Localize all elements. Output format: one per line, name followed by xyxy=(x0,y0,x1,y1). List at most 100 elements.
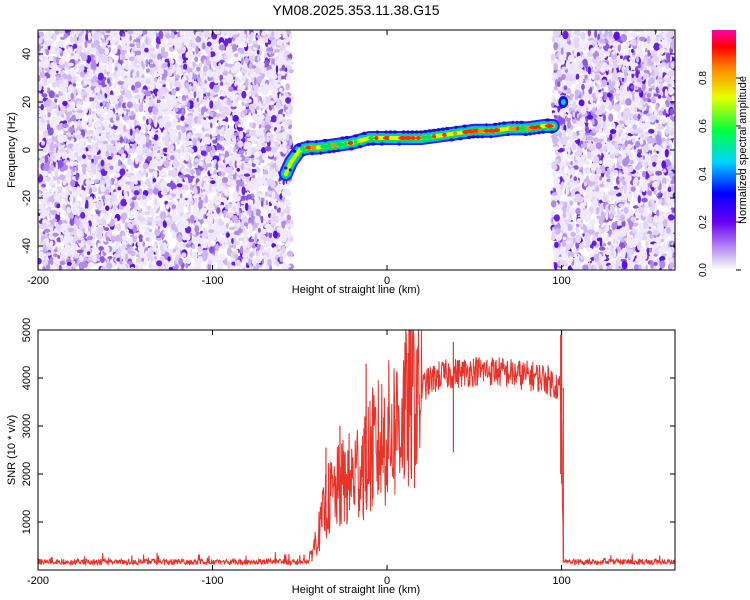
noise-speckle xyxy=(256,250,260,256)
noise-speckle xyxy=(248,50,253,56)
noise-speckle xyxy=(90,43,97,48)
noise-speckle xyxy=(251,122,257,129)
noise-speckle xyxy=(184,153,190,162)
noise-speckle xyxy=(169,57,172,62)
noise-speckle xyxy=(229,226,235,230)
noise-speckle xyxy=(200,143,204,147)
noise-speckle xyxy=(56,56,60,64)
noise-speckle xyxy=(234,81,237,87)
noise-speckle xyxy=(191,175,195,179)
noise-speckle xyxy=(214,212,217,218)
noise-speckle xyxy=(91,221,98,227)
noise-speckle xyxy=(70,138,75,142)
noise-speckle xyxy=(215,144,223,151)
noise-speckle xyxy=(57,245,60,255)
noise-speckle xyxy=(144,210,151,216)
noise-speckle xyxy=(80,67,85,71)
noise-speckle xyxy=(209,204,216,211)
noise-speckle xyxy=(112,48,118,54)
noise-speckle xyxy=(264,145,272,152)
noise-speckle xyxy=(270,73,278,80)
noise-speckle xyxy=(148,139,152,145)
noise-speckle xyxy=(70,52,75,57)
noise-speckle xyxy=(284,50,290,56)
noise-speckle xyxy=(61,93,66,102)
noise-speckle xyxy=(218,171,222,177)
noise-speckle xyxy=(249,122,253,129)
noise-speckle xyxy=(155,43,160,49)
noise-speckle xyxy=(75,173,79,181)
noise-speckle xyxy=(70,92,74,100)
noise-speckle xyxy=(224,190,230,196)
noise-speckle xyxy=(199,208,207,215)
noise-speckle xyxy=(154,256,158,260)
noise-speckle xyxy=(105,236,110,241)
noise-speckle xyxy=(191,190,195,195)
noise-speckle xyxy=(281,157,284,163)
noise-speckle xyxy=(55,223,61,231)
noise-speckle xyxy=(172,64,175,73)
noise-speckle xyxy=(61,223,67,229)
noise-speckle xyxy=(40,212,47,218)
noise-speckle xyxy=(190,169,195,176)
noise-speckle xyxy=(165,121,171,128)
noise-speckle xyxy=(115,154,120,159)
noise-speckle xyxy=(238,181,244,187)
noise-speckle xyxy=(55,161,59,170)
noise-speckle xyxy=(73,227,77,236)
noise-speckle xyxy=(266,136,270,143)
noise-speckle xyxy=(50,209,57,216)
noise-speckle xyxy=(108,56,112,62)
noise-speckle xyxy=(202,191,209,197)
noise-speckle xyxy=(144,47,149,53)
noise-speckle xyxy=(185,263,189,269)
noise-speckle xyxy=(80,91,85,97)
noise-speckle xyxy=(132,225,137,234)
noise-speckle xyxy=(220,106,227,112)
noise-speckle xyxy=(189,214,195,224)
noise-speckle xyxy=(62,180,67,186)
noise-speckle xyxy=(279,252,283,257)
noise-speckle xyxy=(253,206,257,216)
noise-speckle xyxy=(145,237,150,242)
noise-speckle xyxy=(227,212,234,218)
noise-speckle xyxy=(273,238,277,244)
noise-speckle xyxy=(245,176,250,184)
noise-speckle xyxy=(226,261,231,270)
noise-speckle xyxy=(182,143,187,148)
noise-speckle xyxy=(243,42,248,48)
noise-speckle xyxy=(126,261,134,265)
noise-speckle xyxy=(199,100,204,105)
noise-speckle xyxy=(93,246,97,256)
noise-speckle xyxy=(219,204,224,209)
noise-speckle xyxy=(95,210,101,215)
noise-speckle xyxy=(128,122,132,127)
noise-speckle xyxy=(275,65,279,74)
noise-speckle xyxy=(271,31,275,37)
noise-speckle xyxy=(283,253,288,259)
noise-speckle xyxy=(184,184,189,190)
noise-speckle xyxy=(116,71,120,79)
noise-speckle xyxy=(49,188,54,192)
spectrogram-marks xyxy=(38,30,675,270)
noise-speckle xyxy=(244,164,251,169)
noise-speckle xyxy=(115,234,122,242)
noise-speckle xyxy=(44,154,48,163)
noise-speckle xyxy=(124,77,130,86)
noise-speckle xyxy=(70,212,74,220)
noise-speckle xyxy=(145,36,148,45)
noise-speckle xyxy=(209,199,215,204)
noise-speckle xyxy=(286,37,291,43)
noise-speckle xyxy=(145,68,150,73)
noise-speckle xyxy=(269,170,275,179)
noise-speckle xyxy=(65,189,69,194)
noise-speckle xyxy=(130,192,134,198)
noise-speckle xyxy=(46,107,51,113)
noise-speckle xyxy=(142,220,147,226)
noise-speckle xyxy=(130,175,137,183)
noise-speckle xyxy=(153,142,159,151)
noise-speckle xyxy=(219,96,225,100)
noise-speckle xyxy=(83,247,87,253)
noise-speckle xyxy=(117,223,121,231)
noise-speckle xyxy=(273,205,277,209)
